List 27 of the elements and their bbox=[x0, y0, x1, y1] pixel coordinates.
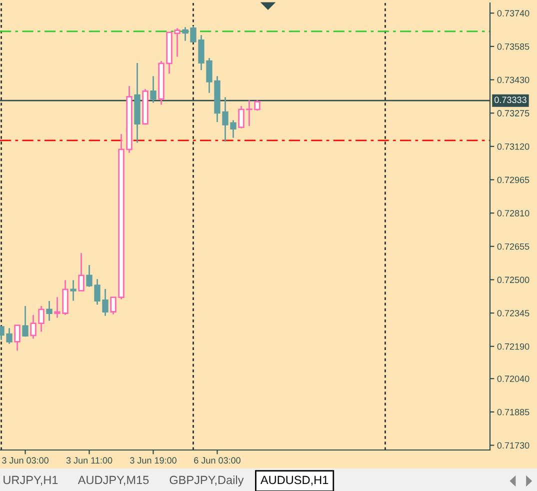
y-tick-label: 0.73120 bbox=[497, 143, 530, 150]
candlestick bbox=[150, 75, 156, 104]
x-tick-label: 3 Jun 19:00 bbox=[130, 457, 176, 464]
y-tick-label: 0.73275 bbox=[497, 110, 530, 116]
y-tick-label: 0.72040 bbox=[497, 376, 530, 382]
candlestick bbox=[70, 279, 76, 302]
y-tick-label: 0.73430 bbox=[497, 76, 530, 84]
y-tick-label: 0.71730 bbox=[497, 442, 530, 449]
candlestick bbox=[46, 300, 52, 322]
ref-line-label: 0.73333 bbox=[494, 96, 526, 104]
x-tick-label: 3 Jun 03:00 bbox=[2, 457, 49, 464]
y-tick-label: 0.72190 bbox=[497, 343, 530, 350]
text: URJPY,H1 bbox=[4, 476, 58, 486]
y-tick-label: 0.73740 bbox=[497, 10, 530, 16]
x-tick-label: 6 Jun 03:00 bbox=[194, 457, 240, 464]
y-tick-label: 0.72655 bbox=[497, 243, 530, 250]
y-tick-label: 0.72965 bbox=[497, 176, 530, 184]
candlestick bbox=[134, 62, 140, 144]
y-tick-label: 0.73585 bbox=[497, 43, 530, 50]
y-tick-label: 0.71885 bbox=[497, 408, 530, 416]
y-tick-label: 0.72500 bbox=[497, 276, 530, 284]
text: AUDJPY,M15 bbox=[78, 476, 149, 486]
x-tick-label: 3 Jun 11:00 bbox=[66, 457, 112, 464]
text: AUDUSD,H1 bbox=[260, 476, 328, 486]
y-tick-label: 0.72345 bbox=[497, 310, 530, 316]
text: GBPJPY,Daily bbox=[170, 475, 244, 487]
y-tick-label: 0.72810 bbox=[497, 210, 530, 216]
